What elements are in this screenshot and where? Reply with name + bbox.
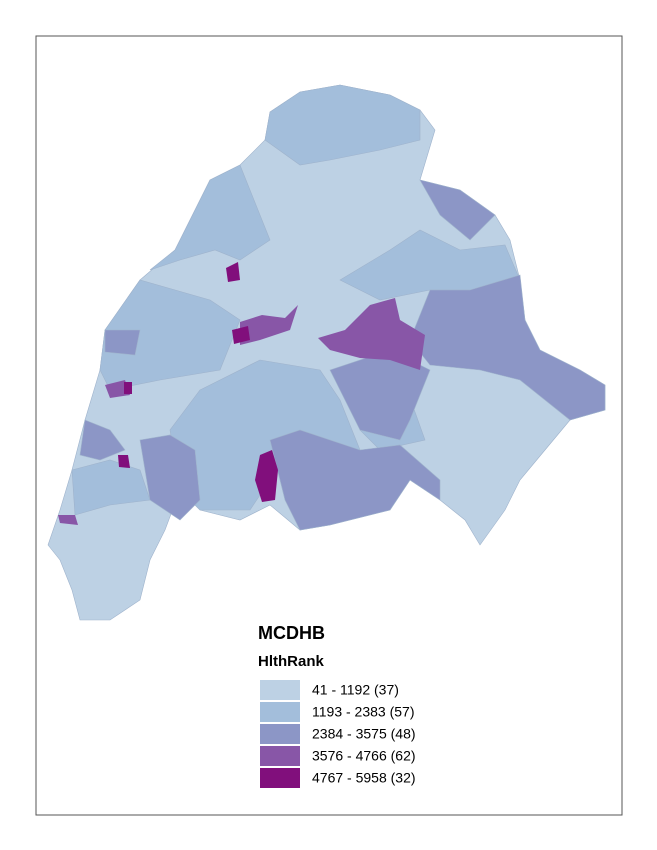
legend-swatch [260,680,300,700]
legend-swatch [260,724,300,744]
legend-swatch [260,768,300,788]
region [226,262,240,282]
legend-label: 4767 - 5958 (32) [312,770,416,786]
region [79,419,126,461]
region [269,429,441,531]
region [255,450,278,502]
region [149,164,271,271]
legend-swatch [260,702,300,722]
region [118,455,130,468]
region [232,326,250,344]
region [264,84,421,166]
region [409,274,606,421]
region [104,329,141,356]
region [419,179,496,241]
legend-label: 3576 - 4766 (62) [312,748,416,764]
legend-swatch [260,746,300,766]
legend-label: 1193 - 2383 (57) [312,704,414,720]
region [139,434,201,521]
region [339,229,521,301]
legend-field: HlthRank [258,653,324,670]
region [240,305,298,345]
region [99,279,241,391]
legend-label: 41 - 1192 (37) [312,682,399,698]
map [47,84,606,621]
region [318,298,425,370]
region [105,380,130,398]
legend: 41 - 1192 (37) 1193 - 2383 (57) 2384 - 357… [260,680,416,788]
region [124,382,132,394]
region [58,515,78,525]
legend-label: 2384 - 3575 (48) [312,726,416,742]
legend-title: MCDHB [258,623,325,643]
